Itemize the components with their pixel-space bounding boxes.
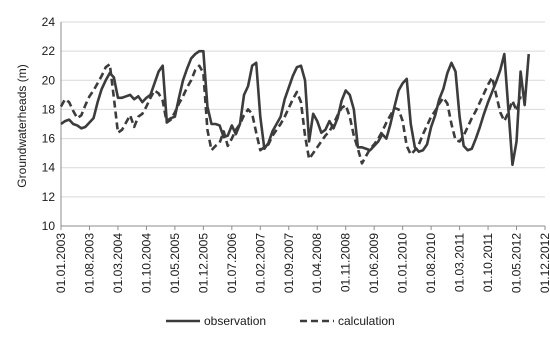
x-tick-label: 01.10.2004 (139, 233, 153, 293)
x-tick-label: 01.11.2008 (339, 233, 353, 292)
x-tick-label: 01.08.2010 (424, 233, 438, 293)
y-tick-label: 16 (42, 132, 56, 146)
y-axis-label: Groundwaterheads (m) (15, 64, 29, 187)
x-tick-label: 01.03.2011 (453, 233, 467, 292)
x-tick-label: 01.05.2005 (168, 233, 182, 293)
x-tick-label: 01.02.2007 (253, 233, 267, 293)
legend-label-calculation: calculation (338, 314, 395, 328)
series-line-observation (60, 49, 531, 167)
y-tick-label: 18 (42, 102, 56, 116)
series-line-calculation (59, 62, 522, 165)
x-tick-label: 01.12.2005 (196, 233, 210, 293)
legend-label-observation: observation (204, 314, 266, 328)
x-tick-label: 01.09.2007 (282, 233, 296, 293)
y-tick-label: 22 (42, 44, 56, 58)
y-tick-label: 20 (42, 73, 56, 87)
x-tick-label: 01.06.2009 (367, 233, 381, 293)
series-lines (59, 49, 531, 167)
tick-labels: 10 12 14 16 18 20 22 24 01.01.2003 01.08.2003 01.0… (42, 15, 550, 293)
y-tick-label: 24 (42, 15, 56, 29)
y-tick-label: 10 (42, 219, 56, 233)
x-tick-label: 01.01.2010 (396, 233, 410, 293)
x-tick-label: 01.04.2008 (310, 233, 324, 293)
x-tick-label: 01.03.2004 (111, 233, 125, 293)
axes (60, 22, 546, 230)
y-tick-label: 12 (42, 190, 56, 204)
x-tick-label: 01.10.2011 (481, 233, 495, 292)
x-tick-label: 01.07.2006 (225, 233, 239, 293)
x-tick-label: 01.08.2003 (82, 233, 96, 293)
x-tick-label: 01.12.2012 (538, 233, 550, 293)
legend: observation calculation (166, 314, 395, 328)
x-tick-label: 01.05.2012 (510, 233, 524, 293)
x-tick-label: 01.01.2003 (54, 233, 68, 293)
y-tick-label: 14 (42, 161, 56, 175)
